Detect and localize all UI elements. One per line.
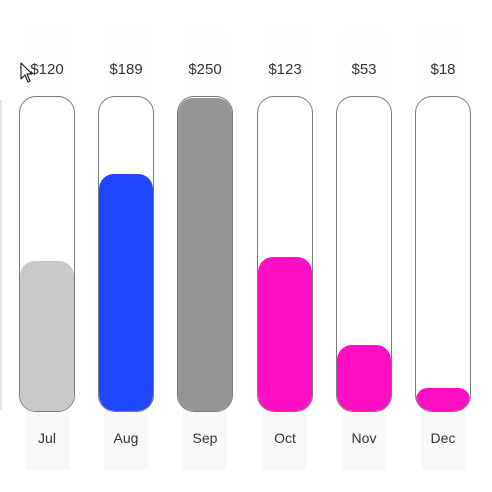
bar-column: $120 Jul: [19, 0, 75, 492]
bar-column: $189 Aug: [98, 0, 154, 492]
bar-value-label: $250: [188, 61, 222, 78]
bar-value-label: $53: [351, 61, 377, 78]
bar-fill: [416, 388, 470, 411]
bar-column: $18 Dec: [415, 0, 471, 492]
month-label: Jul: [38, 430, 56, 446]
bar-fill: [20, 261, 74, 411]
bar-fill: [258, 257, 312, 411]
bar-track[interactable]: [98, 96, 154, 412]
bar-value-label: $120: [30, 61, 64, 78]
bar-column: $53 Nov: [336, 0, 392, 492]
left-edge-divider: [0, 100, 2, 410]
month-label: Oct: [274, 430, 296, 446]
bar-fill: [178, 98, 232, 411]
bar-column: $123 Oct: [257, 0, 313, 492]
bar-value-label: $189: [109, 61, 143, 78]
bar-value-label: $123: [268, 61, 302, 78]
month-label: Nov: [351, 430, 377, 446]
month-label: Aug: [113, 430, 139, 446]
bar-column: $250 Sep: [177, 0, 233, 492]
bar-track[interactable]: [257, 96, 313, 412]
bar-fill: [99, 174, 153, 411]
bar-track[interactable]: [177, 96, 233, 412]
month-label: Sep: [192, 430, 218, 446]
bar-value-label: $18: [430, 61, 456, 78]
bar-track[interactable]: [336, 96, 392, 412]
month-label: Dec: [430, 430, 456, 446]
bar-track[interactable]: [415, 96, 471, 412]
mouse-pointer-icon: [20, 62, 33, 83]
bar-fill: [337, 345, 391, 411]
bar-track[interactable]: [19, 96, 75, 412]
